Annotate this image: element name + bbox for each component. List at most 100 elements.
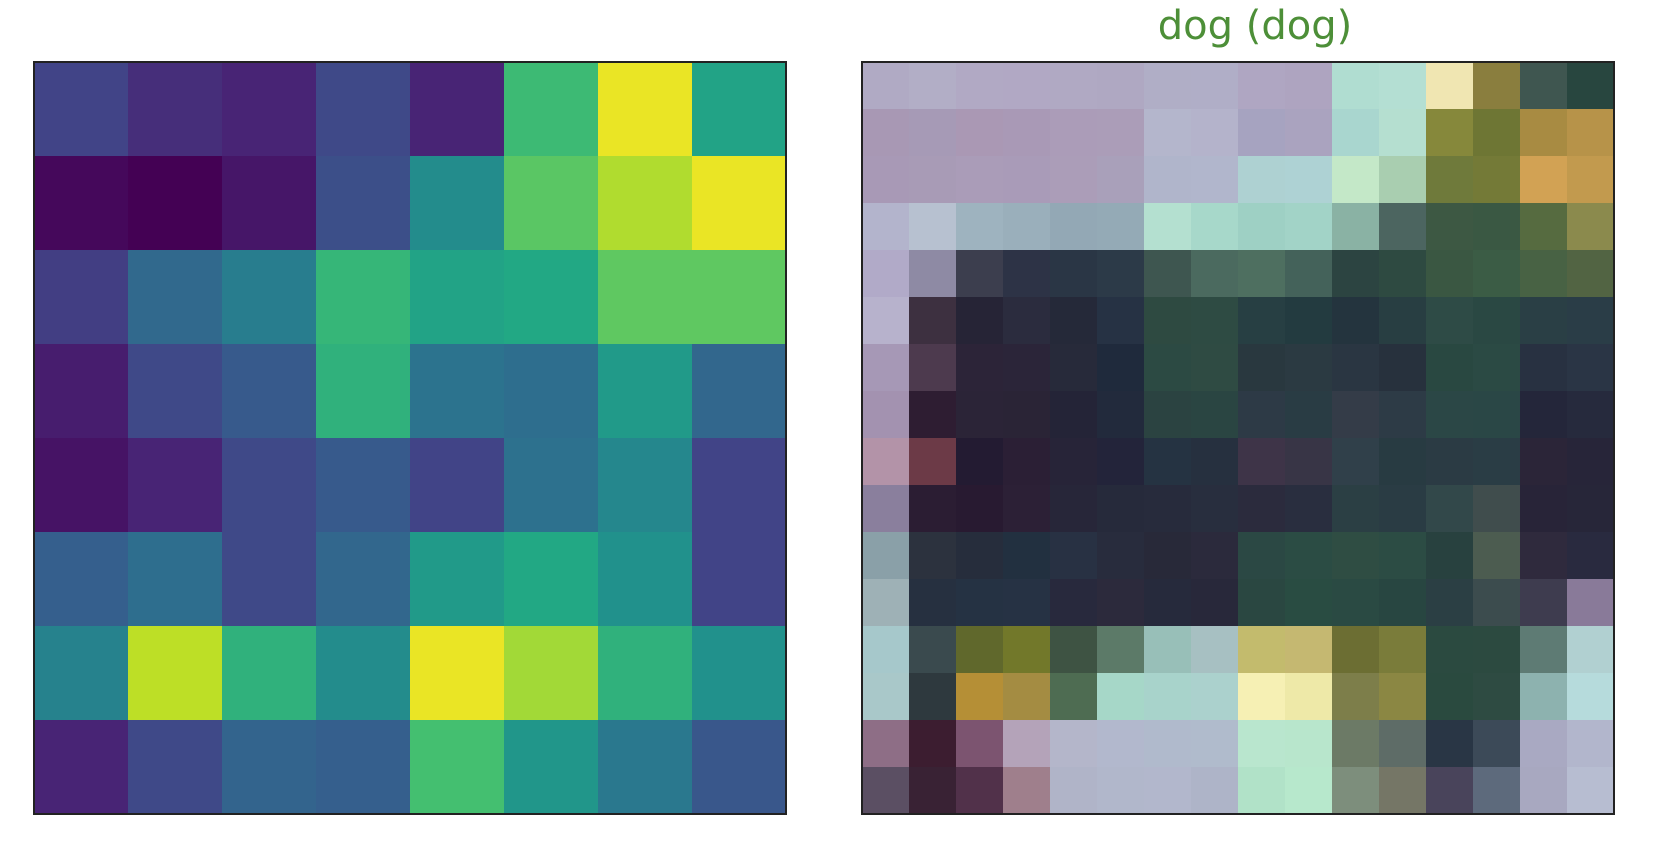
left-heatmap-cell-r0-c3	[316, 62, 411, 157]
overlay-cell-r4-c3	[1003, 250, 1051, 298]
overlay-cell-r8-c9	[1285, 438, 1333, 486]
overlay-cell-r12-c0	[862, 626, 910, 674]
overlay-cell-r12-c14	[1520, 626, 1568, 674]
overlay-cell-r7-c4	[1050, 391, 1098, 439]
overlay-cell-r14-c8	[1238, 720, 1286, 768]
overlay-cell-r0-c7	[1191, 62, 1239, 110]
overlay-cell-r4-c7	[1191, 250, 1239, 298]
overlay-cell-r12-c8	[1238, 626, 1286, 674]
overlay-cell-r9-c9	[1285, 485, 1333, 533]
overlay-cell-r5-c0	[862, 297, 910, 345]
overlay-cell-r7-c2	[956, 391, 1004, 439]
overlay-cell-r15-c12	[1426, 767, 1474, 815]
overlay-cell-r1-c1	[909, 109, 957, 157]
overlay-cell-r0-c9	[1285, 62, 1333, 110]
overlay-cell-r7-c13	[1473, 391, 1521, 439]
overlay-cell-r8-c12	[1426, 438, 1474, 486]
left-heatmap-cell-r2-c1	[128, 250, 223, 345]
left-heatmap-cell-r4-c5	[504, 438, 599, 533]
left-heatmap-cell-r7-c6	[598, 720, 693, 815]
left-heatmap-cell-r1-c4	[410, 156, 505, 251]
left-heatmap-cell-r1-c3	[316, 156, 411, 251]
overlay-cell-r12-c2	[956, 626, 1004, 674]
overlay-cell-r1-c8	[1238, 109, 1286, 157]
overlay-cell-r13-c5	[1097, 673, 1145, 721]
overlay-cell-r10-c15	[1567, 532, 1615, 580]
left-heatmap-panel	[33, 61, 787, 815]
overlay-cell-r5-c8	[1238, 297, 1286, 345]
left-heatmap-cell-r0-c7	[692, 62, 787, 157]
overlay-cell-r10-c9	[1285, 532, 1333, 580]
overlay-cell-r12-c10	[1332, 626, 1380, 674]
overlay-cell-r4-c8	[1238, 250, 1286, 298]
overlay-cell-r4-c15	[1567, 250, 1615, 298]
left-heatmap-cell-r6-c5	[504, 626, 599, 721]
overlay-cell-r1-c6	[1144, 109, 1192, 157]
overlay-cell-r8-c11	[1379, 438, 1427, 486]
overlay-cell-r13-c11	[1379, 673, 1427, 721]
overlay-cell-r11-c15	[1567, 579, 1615, 627]
left-heatmap-cell-r2-c2	[222, 250, 317, 345]
left-heatmap-cell-r7-c5	[504, 720, 599, 815]
overlay-cell-r13-c2	[956, 673, 1004, 721]
overlay-cell-r3-c15	[1567, 203, 1615, 251]
left-heatmap-cell-r1-c7	[692, 156, 787, 251]
left-heatmap-cell-r2-c5	[504, 250, 599, 345]
overlay-cell-r10-c4	[1050, 532, 1098, 580]
overlay-cell-r12-c7	[1191, 626, 1239, 674]
overlay-cell-r1-c11	[1379, 109, 1427, 157]
overlay-cell-r14-c15	[1567, 720, 1615, 768]
left-heatmap-cell-r6-c6	[598, 626, 693, 721]
overlay-cell-r10-c2	[956, 532, 1004, 580]
overlay-cell-r12-c1	[909, 626, 957, 674]
left-heatmap-cell-r0-c2	[222, 62, 317, 157]
overlay-cell-r5-c15	[1567, 297, 1615, 345]
overlay-cell-r15-c5	[1097, 767, 1145, 815]
overlay-cell-r0-c1	[909, 62, 957, 110]
overlay-cell-r4-c5	[1097, 250, 1145, 298]
overlay-cell-r11-c6	[1144, 579, 1192, 627]
left-heatmap-cell-r6-c7	[692, 626, 787, 721]
overlay-cell-r9-c2	[956, 485, 1004, 533]
left-heatmap-cell-r4-c0	[34, 438, 129, 533]
overlay-cell-r13-c12	[1426, 673, 1474, 721]
overlay-cell-r9-c14	[1520, 485, 1568, 533]
left-heatmap-cell-r5-c2	[222, 532, 317, 627]
overlay-cell-r14-c0	[862, 720, 910, 768]
overlay-cell-r11-c7	[1191, 579, 1239, 627]
overlay-cell-r10-c1	[909, 532, 957, 580]
overlay-cell-r15-c3	[1003, 767, 1051, 815]
overlay-cell-r4-c0	[862, 250, 910, 298]
left-heatmap-cell-r2-c4	[410, 250, 505, 345]
overlay-cell-r2-c2	[956, 156, 1004, 204]
overlay-cell-r5-c10	[1332, 297, 1380, 345]
overlay-cell-r1-c10	[1332, 109, 1380, 157]
overlay-cell-r14-c10	[1332, 720, 1380, 768]
overlay-cell-r10-c0	[862, 532, 910, 580]
overlay-frame	[861, 61, 1615, 815]
overlay-cell-r11-c5	[1097, 579, 1145, 627]
overlay-cell-r1-c14	[1520, 109, 1568, 157]
overlay-cell-r7-c10	[1332, 391, 1380, 439]
overlay-cell-r7-c8	[1238, 391, 1286, 439]
overlay-cell-r1-c0	[862, 109, 910, 157]
overlay-cell-r10-c6	[1144, 532, 1192, 580]
overlay-cell-r1-c12	[1426, 109, 1474, 157]
overlay-cell-r6-c6	[1144, 344, 1192, 392]
overlay-cell-r1-c5	[1097, 109, 1145, 157]
overlay-cell-r13-c4	[1050, 673, 1098, 721]
left-heatmap-cell-r5-c3	[316, 532, 411, 627]
overlay-cell-r13-c15	[1567, 673, 1615, 721]
overlay-cell-r4-c13	[1473, 250, 1521, 298]
overlay-cell-r2-c0	[862, 156, 910, 204]
overlay-cell-r5-c3	[1003, 297, 1051, 345]
overlay-cell-r3-c4	[1050, 203, 1098, 251]
right-overlay-panel	[828, 0, 1656, 844]
overlay-cell-r6-c1	[909, 344, 957, 392]
overlay-cell-r10-c13	[1473, 532, 1521, 580]
left-heatmap-cell-r0-c0	[34, 62, 129, 157]
overlay-cell-r2-c15	[1567, 156, 1615, 204]
overlay-cell-r3-c3	[1003, 203, 1051, 251]
left-heatmap-cell-r6-c3	[316, 626, 411, 721]
overlay-cell-r9-c8	[1238, 485, 1286, 533]
